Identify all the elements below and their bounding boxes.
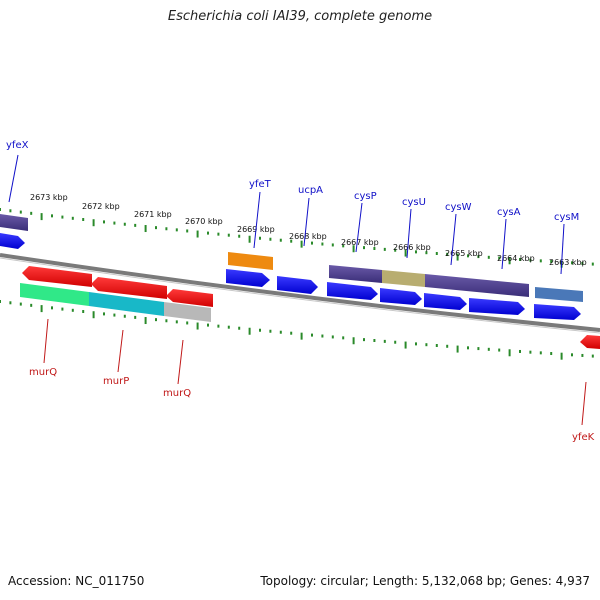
genome-backbone-shadow bbox=[0, 257, 600, 334]
cog-box-murQ-1[interactable] bbox=[20, 283, 89, 306]
cog-box-cysM[interactable] bbox=[535, 287, 583, 302]
gene-label-cysP: cysP bbox=[354, 191, 377, 202]
gene-arrow-ucpA[interactable] bbox=[277, 276, 318, 294]
gene-label-cysM: cysM bbox=[554, 212, 579, 223]
gene-arrow-cysM[interactable] bbox=[534, 304, 581, 320]
cog-box-cysU[interactable] bbox=[382, 270, 425, 287]
gene-label-yfeT: yfeT bbox=[249, 179, 272, 190]
gene-label-yfeK: yfeK bbox=[572, 432, 595, 443]
cog-box-murQ-2[interactable] bbox=[164, 302, 211, 322]
leader-cysU bbox=[406, 208, 412, 259]
leader-cysM bbox=[560, 223, 565, 275]
leader-cysW bbox=[450, 213, 457, 266]
lower-scale-ruler bbox=[0, 300, 594, 360]
gene-arrow-cysP[interactable] bbox=[327, 282, 378, 300]
cog-box-yfeT[interactable] bbox=[228, 252, 273, 270]
gene-arrow-yfeX[interactable] bbox=[0, 233, 25, 249]
scale-label: 2664 kbp bbox=[497, 254, 535, 263]
leader-ucpA bbox=[303, 197, 310, 247]
scale-label: 2663 kbp bbox=[549, 258, 587, 267]
gene-arrow-cysW[interactable] bbox=[424, 293, 467, 310]
leader-yfeT bbox=[253, 191, 261, 249]
cog-box-cysP[interactable] bbox=[329, 265, 382, 283]
gene-arrow-cysU[interactable] bbox=[380, 288, 422, 305]
gene-label-murQ-2: murQ bbox=[163, 388, 191, 399]
scale-label: 2665 kbp bbox=[445, 249, 483, 258]
leader-murQ-1 bbox=[43, 318, 49, 364]
reverse-genes bbox=[22, 266, 600, 349]
forward-genes bbox=[0, 233, 581, 320]
gene-arrow-murQ-2[interactable] bbox=[166, 289, 213, 307]
gene-arrow-murP[interactable] bbox=[91, 277, 167, 299]
accession-text: Accession: NC_011750 bbox=[8, 574, 145, 588]
map-title: Escherichia coli IAI39, complete genome bbox=[167, 9, 433, 24]
label-leaders bbox=[8, 154, 587, 426]
cog-box-murP[interactable] bbox=[89, 292, 164, 316]
gene-label-ucpA: ucpA bbox=[298, 185, 323, 196]
cog-track bbox=[0, 214, 583, 302]
upper-scale-ruler bbox=[0, 208, 594, 268]
gene-label-cysU: cysU bbox=[402, 197, 426, 208]
gene-arrow-cysA[interactable] bbox=[469, 298, 525, 315]
cog-box-cysW[interactable] bbox=[425, 274, 529, 297]
scale-label: 2672 kbp bbox=[82, 202, 120, 211]
scale-label: 2673 kbp bbox=[30, 193, 68, 202]
cog-box-yfeX[interactable] bbox=[0, 214, 28, 231]
genome-summary-text: Topology: circular; Length: 5,132,068 bp… bbox=[260, 574, 590, 588]
gene-labels: yfeX yfeT ucpA cysP cysU cysW cysA cysM … bbox=[6, 140, 595, 443]
cog-track-lower bbox=[20, 283, 211, 322]
leader-murP bbox=[117, 329, 124, 373]
leader-murQ-2 bbox=[177, 339, 184, 385]
leader-yfeK bbox=[581, 381, 587, 426]
gene-label-yfeX: yfeX bbox=[6, 140, 29, 151]
leader-cysP bbox=[355, 202, 363, 253]
gene-arrow-yfeK[interactable] bbox=[580, 335, 600, 349]
gene-arrow-yfeT[interactable] bbox=[226, 269, 270, 287]
scale-label: 2668 kbp bbox=[289, 232, 327, 241]
leader-yfeX bbox=[8, 154, 19, 203]
scale-label: 2671 kbp bbox=[134, 210, 172, 219]
scale-label: 2667 kbp bbox=[341, 238, 379, 247]
genome-backbone bbox=[0, 253, 600, 332]
gene-label-cysW: cysW bbox=[445, 202, 472, 213]
scale-label: 2670 kbp bbox=[185, 217, 223, 226]
gene-arrow-murQ-1[interactable] bbox=[22, 266, 92, 287]
leader-cysA bbox=[501, 218, 507, 270]
gene-label-cysA: cysA bbox=[497, 207, 521, 218]
scale-label: 2666 kbp bbox=[393, 243, 431, 252]
gene-label-murP: murP bbox=[103, 376, 129, 387]
gene-label-murQ-1: murQ bbox=[29, 367, 57, 378]
